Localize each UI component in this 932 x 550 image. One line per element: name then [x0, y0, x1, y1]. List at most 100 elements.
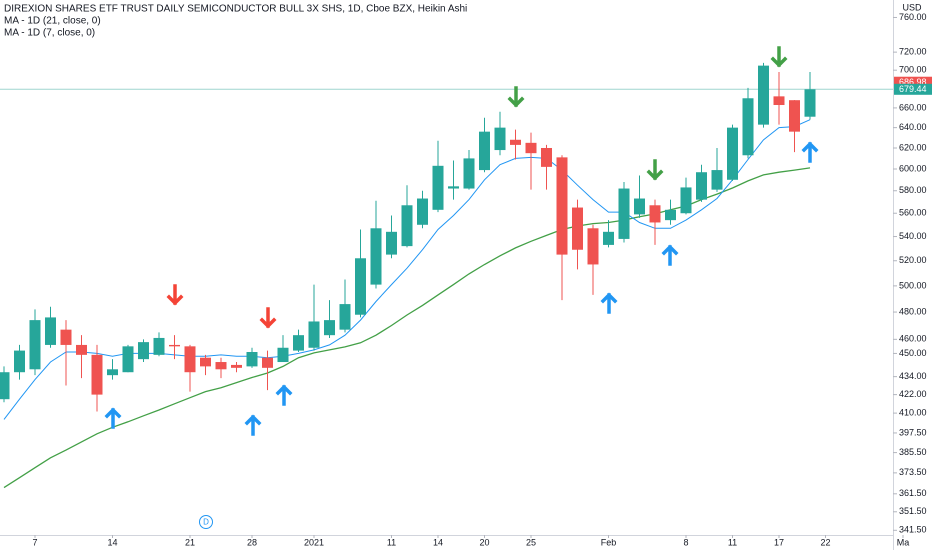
x-tick-label: 25	[526, 537, 536, 547]
candle-body	[122, 346, 134, 373]
x-tick-label: 11	[387, 537, 396, 547]
candle-body	[370, 228, 382, 285]
candle-body	[479, 131, 490, 171]
candle-body	[510, 139, 521, 145]
exit-arrows	[507, 46, 788, 181]
candle-body	[0, 372, 10, 400]
candle-body	[246, 352, 258, 367]
y-tick-label: 373.50	[899, 467, 927, 477]
candle-body	[463, 158, 475, 189]
y-tick-label: 560.00	[899, 208, 927, 218]
candle-body	[789, 100, 800, 132]
y-tick-label: 600.00	[899, 163, 927, 173]
up-arrow	[104, 407, 122, 429]
event-marker[interactable]	[199, 515, 213, 529]
price-label: 686.98	[899, 77, 927, 87]
moving-average-line	[3, 167, 811, 489]
x-tick-label: 2021	[304, 537, 324, 547]
up-arrow	[801, 141, 819, 163]
candle-body	[277, 347, 289, 363]
candle-body	[91, 354, 103, 395]
x-tick-label: Ma	[897, 537, 910, 547]
candle-body	[293, 335, 304, 351]
candle-body	[494, 127, 506, 151]
candle-body	[618, 188, 630, 239]
down-arrow	[646, 159, 664, 181]
candle-body	[758, 65, 769, 125]
y-tick-label: 385.50	[899, 447, 927, 457]
candle-body	[60, 329, 72, 345]
candle-body	[308, 321, 320, 348]
up-arrow	[275, 384, 293, 406]
y-tick-label: 520.00	[899, 255, 927, 265]
legend-entry: MA - 1D (21, close, 0)	[4, 16, 101, 27]
currency-label: USD	[902, 2, 922, 12]
candle-body	[432, 165, 444, 210]
y-tick-label: 620.00	[899, 142, 927, 152]
price-label-box	[894, 76, 932, 88]
candle-body	[107, 369, 118, 376]
candle-body	[215, 362, 227, 370]
candle-body	[153, 337, 165, 355]
candle-body	[169, 344, 180, 347]
candle-body	[14, 350, 25, 373]
buy-arrows	[104, 141, 819, 436]
y-tick-label: 660.00	[899, 102, 927, 112]
candle-body	[184, 346, 196, 373]
candle-body	[448, 186, 459, 189]
y-tick-label: 760.00	[899, 12, 927, 22]
x-tick-label: 11	[728, 537, 737, 547]
y-tick-label: 341.50	[899, 525, 927, 535]
plot-area	[0, 62, 893, 489]
candle-body	[401, 205, 413, 247]
y-tick-label: 480.00	[899, 306, 927, 316]
candle-body	[386, 231, 397, 255]
candle-body	[541, 147, 552, 167]
candle-body	[200, 357, 211, 367]
candle-body	[680, 187, 692, 214]
x-tick-label: 28	[247, 537, 257, 547]
up-arrow	[661, 244, 679, 266]
x-tick-label: 17	[774, 537, 784, 547]
y-tick-label: 720.00	[899, 47, 927, 57]
chart-title: DIREXION SHARES ETF TRUST DAILY SEMICOND…	[4, 4, 467, 15]
candle-body	[603, 231, 614, 245]
candle-body	[665, 209, 676, 221]
x-tick-label: 14	[107, 537, 117, 547]
x-tick-label: 21	[185, 537, 195, 547]
y-tick-label: 410.00	[899, 407, 927, 417]
candle-body	[572, 207, 583, 250]
y-tick-label: 640.00	[899, 122, 927, 132]
down-arrow	[770, 46, 788, 68]
down-arrow	[507, 86, 525, 108]
candle-body	[262, 357, 273, 368]
candle-body	[525, 142, 537, 154]
candle-body	[742, 98, 754, 156]
candle-body	[29, 320, 41, 370]
candle-body	[556, 157, 568, 255]
y-tick-label: 422.00	[899, 389, 927, 399]
y-tick-label: 397.50	[899, 427, 927, 437]
x-tick-label: 7	[32, 537, 37, 547]
down-arrow	[166, 284, 184, 306]
x-tick-label: 14	[433, 537, 443, 547]
y-tick-label: 450.00	[899, 348, 927, 358]
candle-body	[804, 89, 816, 117]
price-label: 679.44	[899, 84, 927, 94]
down-arrow	[259, 307, 277, 329]
y-tick-label: 351.50	[899, 506, 927, 516]
x-tick-label: Feb	[601, 537, 617, 547]
price-label-box	[894, 83, 932, 95]
candle-body	[696, 172, 707, 200]
candle-body	[339, 304, 351, 330]
y-tick-label: 434.00	[899, 371, 927, 381]
candle-body	[45, 317, 56, 345]
x-tick-label: 22	[820, 537, 830, 547]
event-label[interactable]: D	[203, 518, 209, 527]
candle-body	[231, 364, 242, 368]
candle-body	[76, 344, 87, 355]
y-tick-label: 361.50	[899, 488, 927, 498]
y-tick-label: 460.00	[899, 334, 927, 344]
